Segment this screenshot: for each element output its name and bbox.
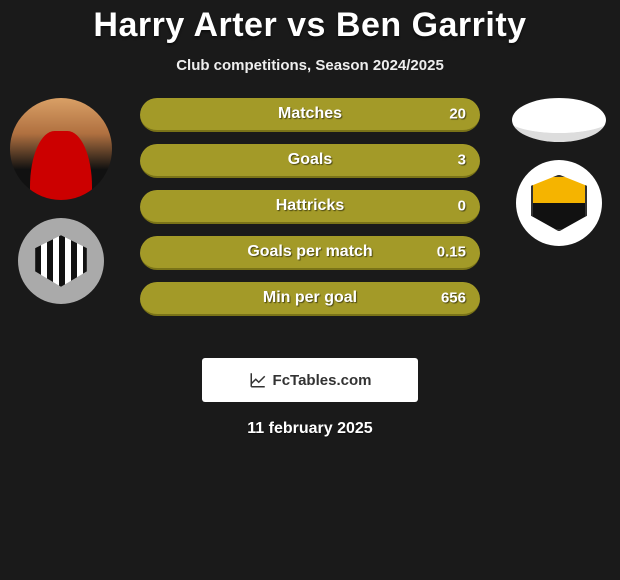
player-right-avatar <box>512 98 606 142</box>
stat-bar-goals: Goals 3 <box>140 144 480 178</box>
stat-right-value: 20 <box>449 106 466 123</box>
stat-right-value: 656 <box>441 290 466 307</box>
stat-bar-hattricks: Hattricks 0 <box>140 190 480 224</box>
stat-right-value: 0.15 <box>437 244 466 261</box>
player-left-avatar <box>10 98 112 200</box>
stat-right-value: 3 <box>458 152 466 169</box>
left-player-column <box>6 98 116 304</box>
page-subtitle: Club competitions, Season 2024/2025 <box>0 57 620 74</box>
stat-right-value: 0 <box>458 198 466 215</box>
player-left-club-crest <box>18 218 104 304</box>
player-right-club-crest <box>516 160 602 246</box>
comparison-panel: Matches 20 Goals 3 Hattricks 0 Goals per… <box>0 98 620 338</box>
source-badge[interactable]: FcTables.com <box>202 358 418 402</box>
chart-icon <box>249 371 267 389</box>
stat-bars: Matches 20 Goals 3 Hattricks 0 Goals per… <box>140 98 480 316</box>
right-player-column <box>504 98 614 246</box>
stat-label: Goals <box>288 151 332 169</box>
stat-label: Min per goal <box>263 289 357 307</box>
stat-label: Matches <box>278 105 342 123</box>
stat-label: Hattricks <box>276 197 344 215</box>
date-text: 11 february 2025 <box>0 420 620 438</box>
stat-bar-goals-per-match: Goals per match 0.15 <box>140 236 480 270</box>
source-badge-text: FcTables.com <box>273 372 372 389</box>
stat-bar-min-per-goal: Min per goal 656 <box>140 282 480 316</box>
stat-bar-matches: Matches 20 <box>140 98 480 132</box>
stat-label: Goals per match <box>247 243 372 261</box>
page-title: Harry Arter vs Ben Garrity <box>0 0 620 45</box>
